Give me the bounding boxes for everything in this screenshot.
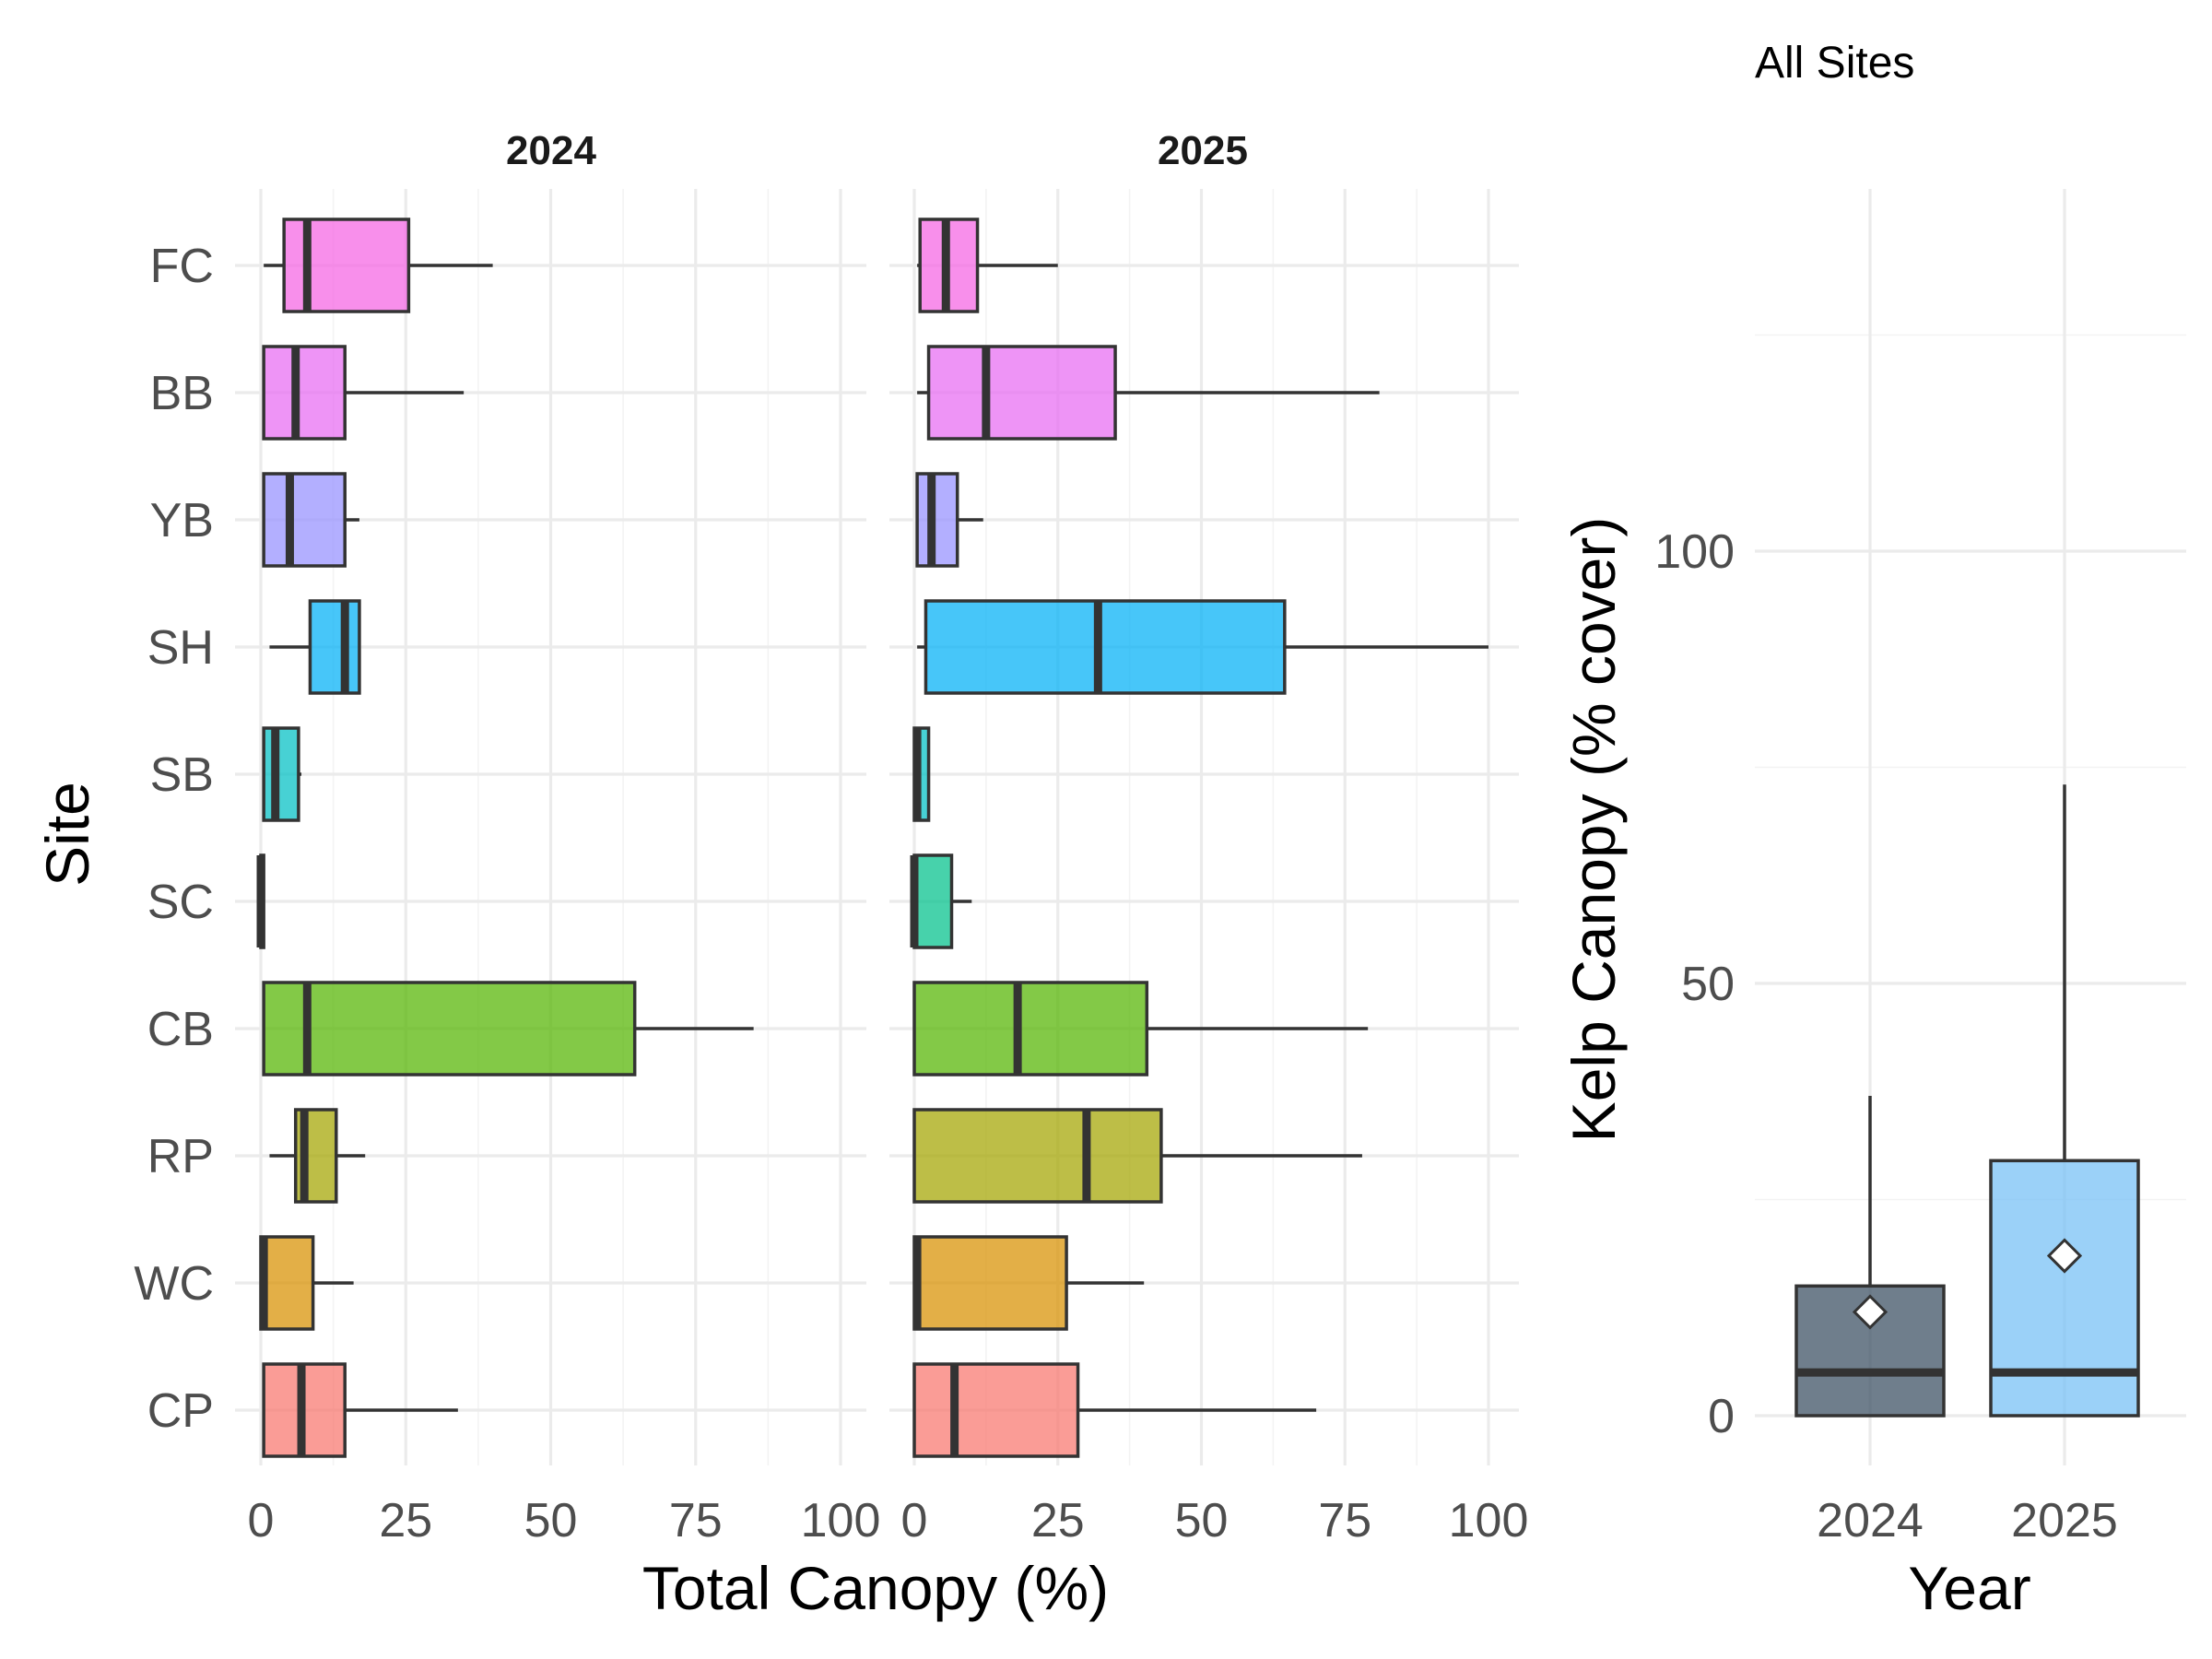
all-sites-panel: 0 50 100 2024 2025	[1654, 189, 2186, 1547]
total-canopy-axis-title: Total Canopy (%)	[642, 1554, 1109, 1622]
year-tick-label: 2024	[1817, 1494, 1924, 1547]
iqr-box	[259, 1235, 315, 1331]
box-2024-FC	[264, 218, 493, 313]
y-tick-label: 0	[1708, 1390, 1735, 1443]
iqr-box	[1989, 1159, 2140, 1418]
box-2024-RP	[269, 1108, 366, 1204]
box-2025-SB	[912, 726, 931, 822]
site-tick-label: WC	[134, 1257, 214, 1311]
all-sites-boxplot-chart: All Sites 0 50 100 2024 2025 Kelp Canopy (% …	[1559, 39, 2186, 1622]
site-tick-label: FC	[150, 240, 214, 293]
year-tick-label: 2025	[2011, 1494, 2118, 1547]
facet-panel-2025: 0 25 50 75 100	[889, 189, 1528, 1547]
site-boxplot-chart: 0 25 50 75 100 0 25 50 75 100 2024 2025 FC BB YB SH…	[33, 128, 1528, 1622]
x-tick-label: 25	[379, 1494, 432, 1547]
box-2024-BB	[262, 345, 465, 441]
x-tick-label: 100	[801, 1494, 881, 1547]
y-tick-label: 50	[1681, 958, 1735, 1011]
x-tick-label: 0	[248, 1494, 275, 1547]
box-2025-SC	[910, 853, 972, 949]
iqr-box	[262, 981, 637, 1077]
box-2025-CP	[912, 1362, 1317, 1458]
iqr-box	[912, 1235, 1068, 1331]
box-2025-FC	[917, 218, 1058, 313]
x-tick-label: 50	[1175, 1494, 1229, 1547]
site-tick-label: CB	[147, 1003, 214, 1056]
iqr-box	[912, 1362, 1080, 1458]
site-tick-label: SB	[150, 748, 214, 802]
box-2025-WC	[912, 1235, 1145, 1331]
iqr-box	[262, 345, 347, 441]
kelp-canopy-axis-title: Kelp Canopy (% cover)	[1559, 517, 1628, 1143]
site-tick-label: SH	[147, 621, 214, 675]
iqr-box	[308, 599, 361, 695]
x-tick-label: 75	[669, 1494, 723, 1547]
box-2025-YB	[915, 472, 983, 568]
site-tick-label: CP	[147, 1384, 214, 1438]
mean-diamond-marker	[2046, 1238, 2083, 1274]
iqr-box	[262, 472, 347, 568]
facet-strip-label-2024: 2024	[506, 128, 596, 173]
box-2024-CP	[262, 1362, 458, 1458]
x-tick-label: 100	[1449, 1494, 1529, 1547]
y-tick-label: 100	[1654, 525, 1735, 579]
year-axis-title: Year	[1908, 1554, 2030, 1622]
box-2025-BB	[917, 345, 1380, 441]
all-sites-title: All Sites	[1755, 39, 1914, 88]
site-axis-tick-labels: FC BB YB SH SB SC CB RP WC CP	[134, 240, 214, 1438]
x-tick-label: 75	[1318, 1494, 1371, 1547]
site-tick-label: YB	[150, 494, 214, 547]
site-tick-label: BB	[150, 367, 214, 420]
box-2025-RP	[912, 1108, 1362, 1204]
iqr-box	[912, 853, 954, 949]
mean-diamond-marker	[1852, 1294, 1888, 1330]
box-2025-SH	[917, 599, 1488, 695]
box-2024-YB	[262, 472, 359, 568]
box-all-sites-2025	[1989, 784, 2140, 1418]
iqr-box	[926, 345, 1117, 441]
facet-panel-2024: 0 25 50 75 100	[235, 189, 880, 1547]
iqr-box	[282, 218, 411, 313]
x-tick-label: 0	[901, 1494, 928, 1547]
box-2025-CB	[912, 981, 1369, 1077]
site-tick-label: RP	[147, 1130, 214, 1183]
site-axis-title: Site	[33, 782, 101, 887]
iqr-box	[912, 981, 1149, 1077]
box-2024-WC	[259, 1235, 354, 1331]
box-all-sites-2024	[1794, 1095, 1946, 1418]
x-tick-label: 50	[524, 1494, 578, 1547]
box-2024-SC	[256, 853, 265, 949]
facet-strip-label-2025: 2025	[1158, 128, 1248, 173]
iqr-box	[924, 599, 1287, 695]
x-tick-label: 25	[1031, 1494, 1085, 1547]
box-2024-SH	[269, 599, 361, 695]
iqr-box	[915, 472, 959, 568]
iqr-box	[262, 726, 300, 822]
site-tick-label: SC	[147, 876, 214, 929]
box-2024-SB	[262, 726, 302, 822]
iqr-box	[912, 1108, 1163, 1204]
box-2024-CB	[262, 981, 754, 1077]
